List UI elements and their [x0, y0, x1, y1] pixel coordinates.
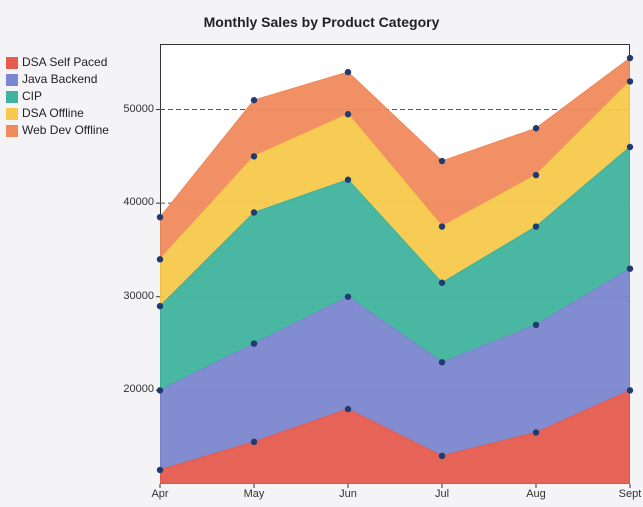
legend-swatch [6, 74, 18, 86]
data-point [627, 55, 633, 61]
legend-item: DSA Offline [6, 105, 109, 122]
data-point [251, 340, 257, 346]
x-tick-label: Jul [435, 488, 449, 500]
legend-label: Web Dev Offline [22, 122, 109, 139]
data-point [627, 265, 633, 271]
data-point [251, 209, 257, 215]
legend-item: Web Dev Offline [6, 122, 109, 139]
data-point [345, 69, 351, 75]
legend-swatch [6, 57, 18, 69]
chart-title: Monthly Sales by Product Category [0, 14, 643, 30]
plot-area [160, 44, 630, 484]
legend-label: Java Backend [22, 71, 97, 88]
y-tick-label: 20000 [104, 383, 154, 395]
data-point [627, 387, 633, 393]
data-point [157, 303, 163, 309]
legend-label: DSA Self Paced [22, 54, 107, 71]
data-point [439, 280, 445, 286]
data-point [345, 294, 351, 300]
legend-swatch [6, 125, 18, 137]
data-point [345, 111, 351, 117]
data-point [533, 429, 539, 435]
data-point [251, 439, 257, 445]
y-tick-label: 40000 [104, 196, 154, 208]
x-tick-label: May [244, 488, 265, 500]
legend-item: CIP [6, 88, 109, 105]
plot-svg [160, 44, 630, 484]
data-point [157, 214, 163, 220]
x-tick-label: Aug [526, 488, 546, 500]
legend-item: Java Backend [6, 71, 109, 88]
data-point [627, 144, 633, 150]
data-point [439, 453, 445, 459]
data-point [533, 223, 539, 229]
data-point [439, 158, 445, 164]
data-point [627, 78, 633, 84]
legend: DSA Self Paced Java Backend CIP DSA Offl… [6, 54, 109, 139]
data-point [533, 125, 539, 131]
chart-container: { "chart": { "type": "stacked-area", "ti… [0, 0, 643, 507]
y-tick-label: 50000 [104, 103, 154, 115]
y-tick-label: 30000 [104, 290, 154, 302]
data-point [439, 223, 445, 229]
data-point [345, 406, 351, 412]
data-point [533, 322, 539, 328]
legend-item: DSA Self Paced [6, 54, 109, 71]
data-point [345, 177, 351, 183]
data-point [157, 467, 163, 473]
legend-swatch [6, 91, 18, 103]
x-tick-label: Apr [151, 488, 168, 500]
data-point [157, 256, 163, 262]
data-point [533, 172, 539, 178]
x-tick-label: Sept [619, 488, 642, 500]
legend-label: DSA Offline [22, 105, 84, 122]
data-point [439, 359, 445, 365]
x-tick-label: Jun [339, 488, 357, 500]
data-point [251, 97, 257, 103]
data-point [251, 153, 257, 159]
legend-swatch [6, 108, 18, 120]
legend-label: CIP [22, 88, 42, 105]
